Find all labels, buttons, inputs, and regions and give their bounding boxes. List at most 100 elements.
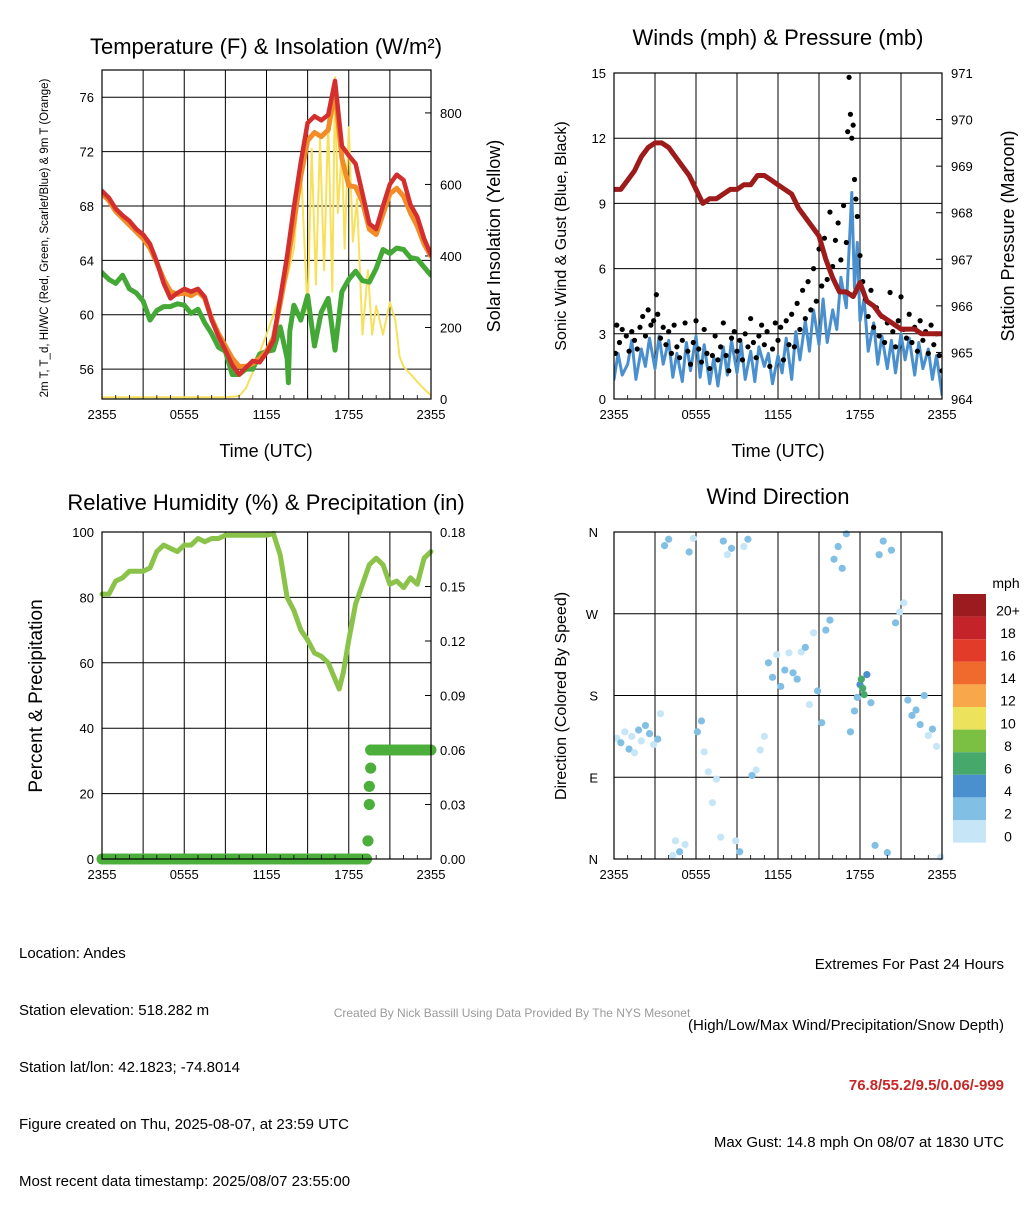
direction-x-tick-label: 1755 [846, 867, 875, 882]
gust-point [835, 220, 841, 226]
direction-x-tick-label: 0555 [682, 867, 711, 882]
gust-point [707, 365, 713, 372]
gust-point [619, 326, 625, 333]
wind-direction-point [875, 551, 883, 559]
wind-direction-point [908, 711, 916, 720]
gust-point [663, 342, 669, 348]
gust-point [850, 122, 856, 128]
gust-point [750, 339, 757, 346]
temperature-x-tick-label: 1155 [253, 407, 281, 422]
gust-point [838, 257, 844, 263]
gust-point [739, 357, 746, 363]
humidity-y-tick-label: 0 [87, 852, 94, 867]
wind-direction-point [912, 706, 920, 714]
gust-point [871, 324, 877, 330]
gust-point [668, 350, 675, 356]
gust-point [761, 342, 767, 348]
winds-plot-frame [613, 72, 943, 400]
gust-point [709, 352, 716, 359]
colorbar-label: 8 [1004, 738, 1012, 754]
gust-point [677, 355, 683, 361]
wind-direction-point [760, 732, 768, 740]
gust-point [653, 292, 659, 298]
pressure-y-tick-label: 964 [951, 392, 973, 407]
temperature-y-tick-label: 76 [80, 90, 94, 105]
temperature-plot-frame [101, 69, 432, 400]
gust-point [737, 337, 743, 343]
wind-direction-point [814, 687, 822, 695]
winds-series-group [614, 74, 942, 397]
wind-direction-point [704, 768, 712, 776]
colorbar-swatch [953, 752, 986, 775]
humidity-y-tick-label: 20 [80, 787, 94, 802]
wind-y-tick-label: 15 [592, 66, 606, 81]
gust-point [909, 339, 915, 346]
y-axis-label-direction: Direction (Colored By Speed) [553, 592, 570, 800]
gust-point [674, 344, 680, 350]
precip-point [365, 762, 377, 774]
gust-point [846, 74, 852, 80]
wind-direction-point [660, 542, 669, 550]
precip-point [363, 799, 375, 810]
extremes-info: Extremes For Past 24 Hours (High/Low/Max… [688, 917, 1004, 1171]
precip-point [362, 835, 374, 847]
gust-point [786, 342, 792, 348]
gust-point [679, 337, 685, 343]
wind-speed-colorbar: mph 20+ 18 16 14 12 10 8 6 4 2 0 [953, 575, 1020, 844]
colorbar-swatch [953, 661, 986, 685]
gust-point [685, 348, 691, 354]
direction-tick-label: W [586, 607, 599, 622]
gust-point [800, 287, 806, 293]
wind-direction-point [685, 548, 693, 556]
gust-point [687, 361, 694, 367]
precip-y-tick-label: 0.00 [440, 852, 465, 867]
gust-point [704, 350, 710, 356]
gust-point [857, 252, 863, 259]
pressure-y-tick-label: 967 [951, 252, 973, 267]
winds-x-tick-label: 2355 [928, 407, 957, 422]
meteogram-figure: Temperature (F) & Insolation (W/m²) Time… [26, 25, 1020, 882]
winds-plot-area: 0 3 6 9 12 15 964 965 966 967 968 969 970 971 2355 0555… [592, 66, 973, 422]
gust-point [634, 346, 640, 352]
wind-direction-point [689, 534, 697, 542]
gust-point [914, 348, 921, 354]
humidity-y-tick-label: 60 [80, 656, 94, 671]
gust-point [936, 352, 942, 359]
wind-direction-point [641, 721, 650, 730]
created-text: Figure created on Thu, 2025-08-07, at 23… [19, 1116, 349, 1133]
gust-point [832, 237, 839, 243]
winds-pressure-panel: Winds (mph) & Pressure (mb) Time (UTC) S… [553, 25, 1018, 461]
precip-y-tick-label: 0.18 [440, 525, 465, 540]
colorbar-label: 14 [1000, 670, 1016, 686]
wind-direction-point [671, 837, 680, 845]
wind-y-tick-label: 9 [599, 196, 606, 211]
temp-2m-line [102, 78, 431, 377]
temperature-x-tick-label: 2355 [88, 407, 117, 422]
recent-data-text: Most recent data timestamp: 2025/08/07 2… [19, 1173, 351, 1190]
humidity-x-tick-label: 2355 [417, 867, 446, 882]
wind-direction-point [752, 766, 760, 774]
wind-direction-point [617, 739, 625, 747]
wind-direction-point [859, 684, 867, 692]
wind-direction-point [900, 599, 908, 607]
wind-direction-point [777, 682, 785, 691]
gust-point [640, 313, 646, 320]
gust-point [845, 129, 851, 135]
wind-direction-point [789, 669, 797, 677]
colorbar-label: 0 [1004, 828, 1012, 844]
gust-point [693, 318, 699, 324]
gust-point [671, 322, 677, 328]
gust-point [655, 311, 661, 317]
wind-direction-point [891, 619, 900, 627]
temperature-plot-area: 56 60 64 68 72 76 0 200 400 600 800 2355 0555 1155 175… [80, 69, 462, 422]
pressure-y-tick-label: 969 [951, 159, 973, 174]
wind-direction-point [732, 837, 740, 845]
gust-point [794, 300, 800, 306]
colorbar-label: 20+ [996, 602, 1020, 618]
wind-direction-point [676, 848, 684, 856]
wind-direction-point [834, 542, 842, 551]
colorbar-swatch [953, 729, 986, 753]
gust-point [810, 266, 817, 272]
wind-direction-point [887, 546, 896, 554]
gust-point [791, 344, 798, 350]
